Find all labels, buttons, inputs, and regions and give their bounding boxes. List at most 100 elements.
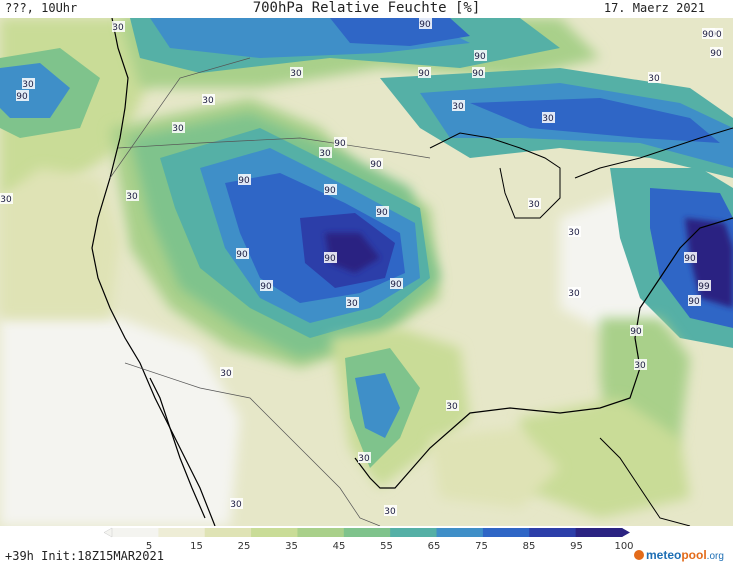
contour-label: 90 — [474, 50, 487, 62]
contour-label: 30 — [126, 190, 139, 202]
contour-label: 90 — [419, 18, 432, 30]
colorbar-tick-label: 95 — [570, 541, 583, 552]
svg-text:90: 90 — [688, 297, 700, 307]
humidity-region — [685, 218, 733, 308]
svg-text:30: 30 — [172, 124, 184, 134]
init-time-label: +39h Init:18Z15MAR2021 — [5, 549, 164, 563]
svg-text:90: 90 — [702, 30, 714, 40]
contour-label: 30 — [230, 498, 243, 510]
svg-text:90: 90 — [390, 280, 402, 290]
colorbar-segment — [297, 528, 345, 537]
contour-label: 30 — [220, 367, 233, 379]
svg-text:30: 30 — [358, 454, 370, 464]
contour-label: 30 — [319, 147, 332, 159]
svg-text:99: 99 — [698, 282, 710, 292]
contour-label: 90 — [710, 28, 723, 40]
svg-text:90: 90 — [376, 208, 388, 218]
colorbar-tick-label: 75 — [475, 541, 488, 552]
colorbar-tick-label: 5 — [146, 541, 152, 552]
contour-label: 90 — [688, 295, 701, 307]
contour-label: 30 — [528, 198, 541, 210]
svg-text:90: 90 — [418, 69, 430, 79]
svg-text:30: 30 — [126, 192, 138, 202]
humidity-region — [0, 318, 240, 526]
contour-label: 30 — [202, 94, 215, 106]
svg-text:30: 30 — [0, 195, 12, 205]
svg-text:30: 30 — [220, 369, 232, 379]
map-title: 700hPa Relative Feuchte [%] — [252, 0, 481, 16]
header-bar: ???, 10Uhr 700hPa Relative Feuchte [%] 1… — [0, 0, 733, 18]
svg-text:90: 90 — [474, 52, 486, 62]
svg-text:90: 90 — [630, 327, 642, 337]
boundary-line — [109, 57, 251, 179]
colorbar-tick-label: 15 — [190, 541, 203, 552]
contour-label: 30 — [172, 122, 185, 134]
boundary-line — [91, 18, 216, 526]
svg-text:30: 30 — [202, 96, 214, 106]
svg-text:90: 90 — [324, 254, 336, 264]
contour-label: 90 — [238, 174, 251, 186]
svg-text:90: 90 — [472, 69, 484, 79]
colorbar-segment — [575, 528, 623, 537]
contour-label: 30 — [358, 452, 371, 464]
logo-meteo: meteo — [646, 548, 682, 562]
boundary-line — [354, 217, 733, 489]
svg-text:30: 30 — [384, 507, 396, 517]
humidity-region — [0, 168, 120, 318]
humidity-region — [0, 63, 70, 118]
meteopool-logo[interactable]: meteopool.org — [634, 548, 724, 562]
svg-text:30: 30 — [346, 299, 358, 309]
contour-label: 30 — [0, 193, 13, 205]
svg-text:30: 30 — [452, 102, 464, 112]
logo-pool: pool — [681, 548, 707, 562]
humidity-region — [330, 18, 470, 46]
contour-label: 30 — [568, 226, 581, 238]
logo-org: .org — [706, 551, 724, 562]
svg-text:90: 90 — [710, 49, 722, 59]
svg-text:30: 30 — [319, 149, 331, 159]
colorbar-segment — [204, 528, 252, 537]
colorbar-segment — [251, 528, 298, 537]
boundaries — [91, 18, 733, 526]
contour-label: 30 — [446, 400, 459, 412]
contour-label: 90 — [16, 90, 29, 102]
svg-text:90: 90 — [419, 20, 431, 30]
svg-text:30: 30 — [568, 289, 580, 299]
contour-label: 90 — [710, 47, 723, 59]
colorbar-segment — [436, 528, 484, 537]
svg-text:30: 30 — [112, 23, 124, 33]
contour-label: 30 — [452, 100, 465, 112]
contour-label: 30 — [648, 72, 661, 84]
svg-text:90: 90 — [236, 250, 248, 260]
svg-text:90: 90 — [324, 186, 336, 196]
colorbar-segment — [529, 528, 577, 537]
contour-label: 30 — [634, 359, 647, 371]
humidity-region — [430, 428, 560, 508]
svg-text:30: 30 — [542, 114, 554, 124]
contour-label: 30 — [542, 112, 555, 124]
colorbar-tick-label: 100 — [614, 541, 633, 552]
svg-text:90: 90 — [238, 176, 250, 186]
svg-text:30: 30 — [568, 228, 580, 238]
contour-label: 90 — [390, 278, 403, 290]
svg-text:90: 90 — [334, 139, 346, 149]
contour-label: 30 — [22, 78, 35, 90]
forecast-date: 17. Maerz 2021 — [603, 1, 705, 15]
legend-area: 5 15 25 35 45 55 65 75 85 95 100 +39h Init:18Z15MA… — [0, 526, 733, 566]
forecast-time-label: ???, 10Uhr — [5, 1, 78, 15]
contour-label: 90 — [630, 325, 643, 337]
boundary-line — [429, 132, 561, 219]
svg-text:90: 90 — [684, 254, 696, 264]
svg-text:30: 30 — [528, 200, 540, 210]
svg-text:90: 90 — [370, 160, 382, 170]
svg-text:90: 90 — [260, 282, 272, 292]
colorbar-segment — [482, 528, 530, 537]
colorbar-tick-label: 55 — [380, 541, 393, 552]
colorbar-segment — [158, 528, 206, 537]
svg-text:90: 90 — [710, 30, 722, 40]
humidity-fields — [0, 18, 733, 526]
contour-label: 90 — [418, 67, 431, 79]
contour-label: 30 — [568, 287, 581, 299]
